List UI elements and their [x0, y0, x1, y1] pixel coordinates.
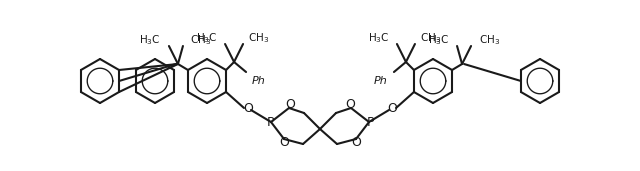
- Text: Ph: Ph: [252, 76, 266, 86]
- Text: O: O: [345, 98, 355, 111]
- Text: $\mathregular{CH_3}$: $\mathregular{CH_3}$: [248, 31, 269, 45]
- Text: $\mathregular{H_3C}$: $\mathregular{H_3C}$: [428, 33, 450, 47]
- Text: O: O: [387, 102, 397, 115]
- Text: Ph: Ph: [374, 76, 388, 86]
- Text: $\mathregular{H_3C}$: $\mathregular{H_3C}$: [369, 31, 390, 45]
- Text: P: P: [366, 115, 374, 128]
- Text: O: O: [351, 135, 361, 148]
- Text: O: O: [279, 135, 289, 148]
- Text: $\mathregular{H_3C}$: $\mathregular{H_3C}$: [140, 33, 161, 47]
- Text: $\mathregular{H_3C}$: $\mathregular{H_3C}$: [196, 31, 218, 45]
- Text: P: P: [266, 115, 274, 128]
- Text: O: O: [243, 102, 253, 115]
- Text: $\mathregular{CH_3}$: $\mathregular{CH_3}$: [420, 31, 441, 45]
- Text: $\mathregular{CH_3}$: $\mathregular{CH_3}$: [190, 33, 211, 47]
- Text: O: O: [285, 98, 295, 111]
- Text: $\mathregular{CH_3}$: $\mathregular{CH_3}$: [479, 33, 500, 47]
